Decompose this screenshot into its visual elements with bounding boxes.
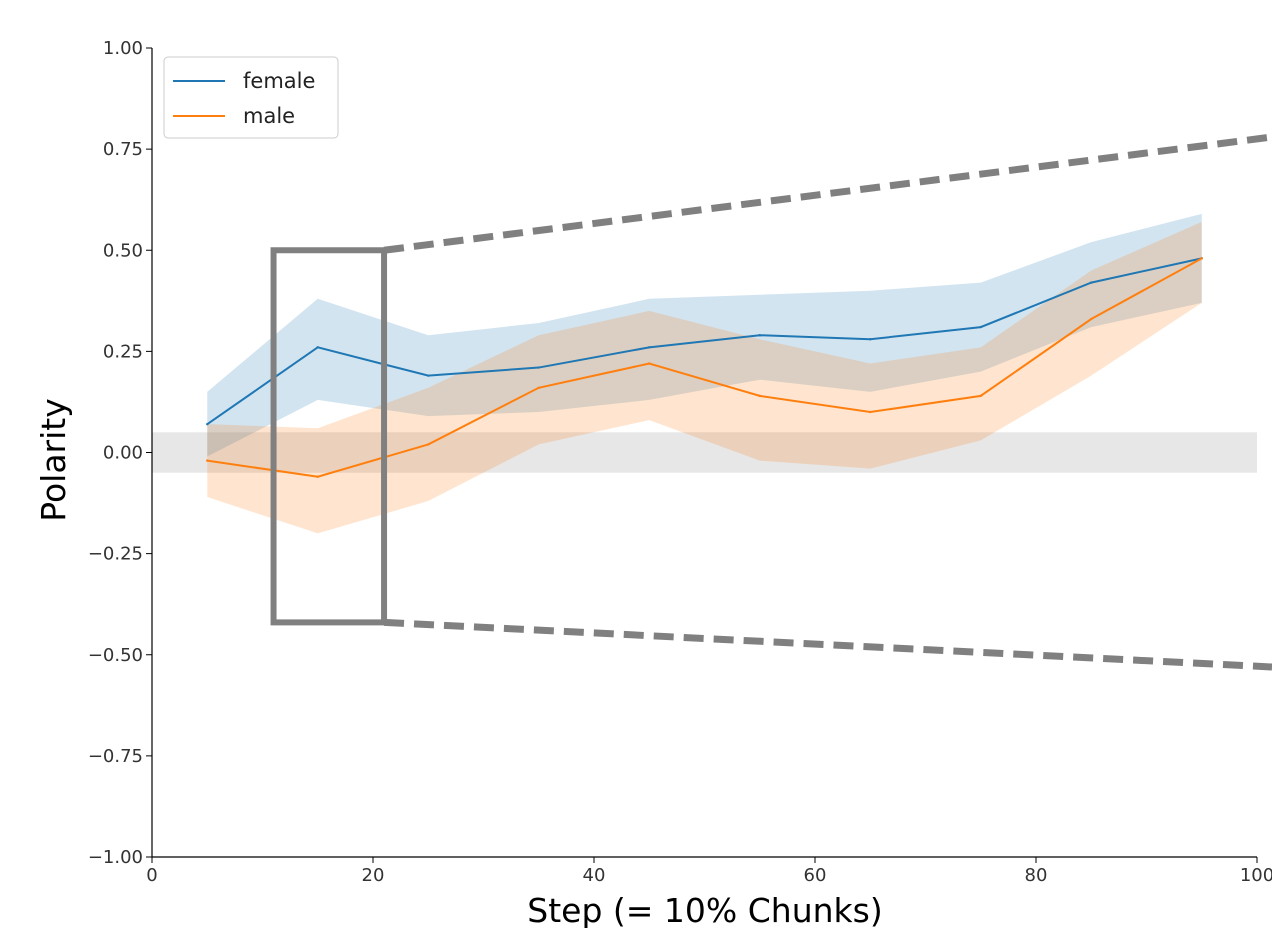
legend-label-female: female xyxy=(243,69,315,93)
x-tick-label: 100 xyxy=(1240,865,1272,886)
y-tick-label: 0.75 xyxy=(103,139,143,160)
y-tick-label: 0.50 xyxy=(103,240,143,261)
data-point-female xyxy=(648,346,651,349)
legend: female male xyxy=(163,56,339,139)
data-point-male xyxy=(979,394,982,398)
x-tick-label: 60 xyxy=(804,865,827,886)
data-point-female xyxy=(316,346,319,349)
data-point-male xyxy=(1090,317,1093,321)
data-point-male xyxy=(537,386,540,389)
data-point-male xyxy=(427,443,430,446)
data-point-female xyxy=(1090,281,1093,284)
data-point-female xyxy=(206,422,209,426)
data-point-male xyxy=(1200,257,1203,260)
data-point-male xyxy=(758,394,761,398)
zoom-annotation xyxy=(270,133,1272,671)
data-point-female xyxy=(537,366,540,369)
x-tick-label: 40 xyxy=(583,865,606,886)
y-tick-label: −0.50 xyxy=(88,645,143,666)
data-point-male xyxy=(869,410,872,414)
data-point-male xyxy=(648,362,651,365)
data-point-female xyxy=(869,338,872,341)
zoom-box xyxy=(270,247,388,626)
y-axis-label: Polarity xyxy=(34,398,73,522)
x-tick-label: 80 xyxy=(1025,865,1048,886)
x-axis-ticks: 0 20 40 60 80 100 xyxy=(146,857,1272,886)
series-line-female xyxy=(206,257,1202,426)
legend-box xyxy=(163,56,339,139)
series-lines xyxy=(206,257,1203,478)
y-tick-label: 1.00 xyxy=(103,38,143,59)
data-point-male xyxy=(316,475,319,478)
x-tick-label: 20 xyxy=(362,865,385,886)
confidence-bands xyxy=(207,213,1202,534)
ci-band-female xyxy=(207,213,1202,457)
y-tick-label: 0.25 xyxy=(103,341,143,362)
x-tick-label: 0 xyxy=(146,865,157,886)
y-tick-label: 0.00 xyxy=(103,443,143,464)
data-point-female xyxy=(758,333,761,337)
data-point-male xyxy=(206,459,209,462)
neutral-band xyxy=(152,432,1257,473)
legend-label-male: male xyxy=(243,104,295,128)
y-tick-label: −0.25 xyxy=(88,544,143,565)
y-tick-label: −1.00 xyxy=(88,847,143,868)
y-axis-ticks: −1.00 −0.75 −0.50 −0.25 0.00 0.25 0.50 0.75 1.00 xyxy=(88,38,152,868)
ci-band-male xyxy=(207,221,1202,534)
zoom-dashed-line-bottom xyxy=(383,618,1272,671)
series-line-male xyxy=(207,257,1203,478)
x-axis-label: Step (= 10% Chunks) xyxy=(527,891,882,928)
data-point-female xyxy=(427,374,430,377)
data-point-female xyxy=(979,325,982,329)
y-tick-label: −0.75 xyxy=(88,746,143,767)
